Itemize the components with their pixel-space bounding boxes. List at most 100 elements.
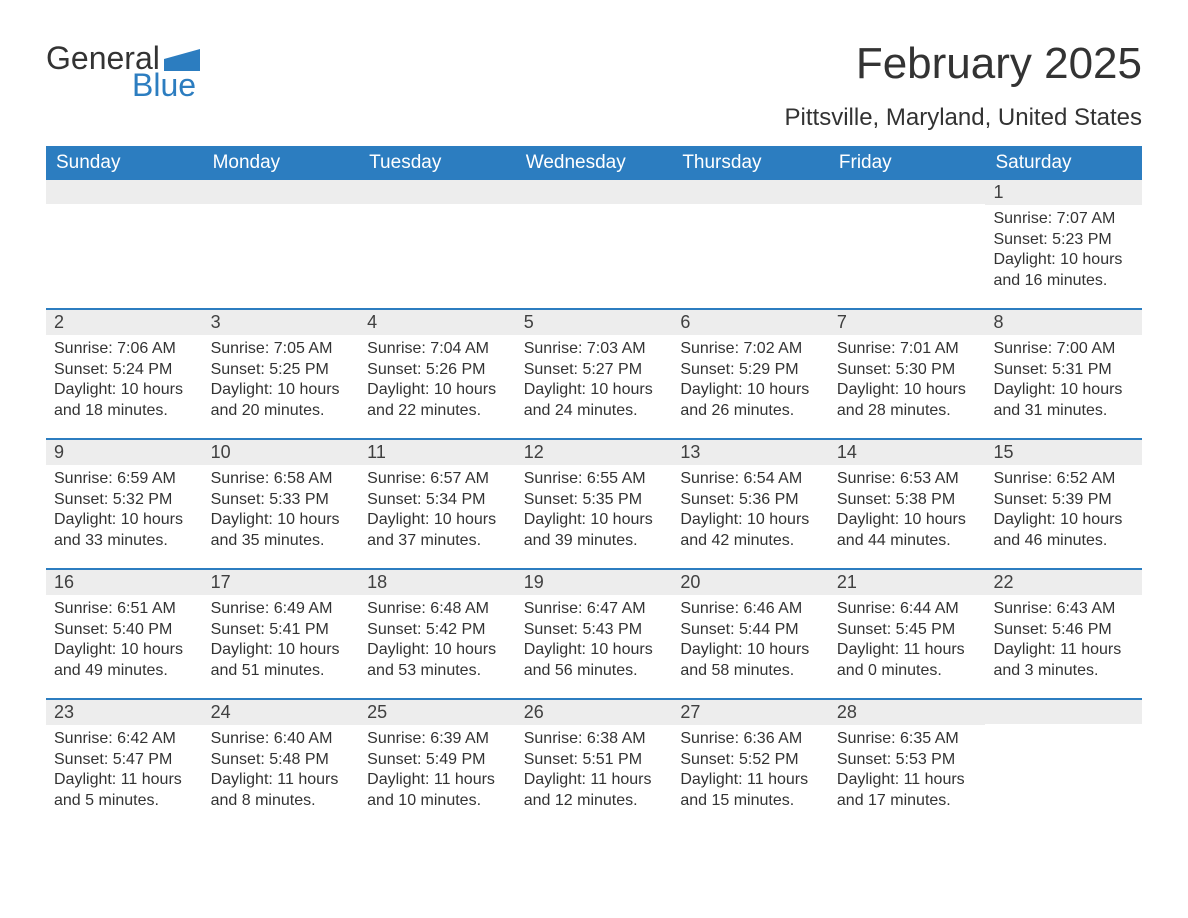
day-cell: 1Sunrise: 7:07 AMSunset: 5:23 PMDaylight… (985, 180, 1142, 308)
day-cell: 11Sunrise: 6:57 AMSunset: 5:34 PMDayligh… (359, 440, 516, 568)
sunrise-text: Sunrise: 7:04 AM (367, 339, 508, 359)
week-row: 2Sunrise: 7:06 AMSunset: 5:24 PMDaylight… (46, 308, 1142, 438)
sunset-text: Sunset: 5:33 PM (211, 490, 352, 510)
day-body: Sunrise: 6:44 AMSunset: 5:45 PMDaylight:… (829, 595, 986, 689)
weekday-header-row: Sunday Monday Tuesday Wednesday Thursday… (46, 146, 1142, 180)
day-body: Sunrise: 6:52 AMSunset: 5:39 PMDaylight:… (985, 465, 1142, 559)
sunrise-text: Sunrise: 6:51 AM (54, 599, 195, 619)
daylight-text: Daylight: 10 hours and 58 minutes. (680, 640, 821, 681)
daylight-text: Daylight: 10 hours and 46 minutes. (993, 510, 1134, 551)
day-body (829, 204, 986, 216)
logo-flag-icon (164, 42, 200, 79)
sunset-text: Sunset: 5:49 PM (367, 750, 508, 770)
day-body: Sunrise: 6:46 AMSunset: 5:44 PMDaylight:… (672, 595, 829, 689)
sunset-text: Sunset: 5:41 PM (211, 620, 352, 640)
day-number: 1 (985, 180, 1142, 205)
daylight-text: Daylight: 10 hours and 44 minutes. (837, 510, 978, 551)
daylight-text: Daylight: 11 hours and 15 minutes. (680, 770, 821, 811)
sunrise-text: Sunrise: 7:05 AM (211, 339, 352, 359)
weekday-thursday: Thursday (672, 146, 829, 180)
day-cell: 9Sunrise: 6:59 AMSunset: 5:32 PMDaylight… (46, 440, 203, 568)
sunrise-text: Sunrise: 6:57 AM (367, 469, 508, 489)
day-cell: 22Sunrise: 6:43 AMSunset: 5:46 PMDayligh… (985, 570, 1142, 698)
daylight-text: Daylight: 11 hours and 8 minutes. (211, 770, 352, 811)
day-number: 23 (46, 700, 203, 725)
day-cell: 10Sunrise: 6:58 AMSunset: 5:33 PMDayligh… (203, 440, 360, 568)
daylight-text: Daylight: 11 hours and 17 minutes. (837, 770, 978, 811)
logo-line1-wrap: General (46, 40, 200, 77)
day-body: Sunrise: 6:54 AMSunset: 5:36 PMDaylight:… (672, 465, 829, 559)
day-cell: 25Sunrise: 6:39 AMSunset: 5:49 PMDayligh… (359, 700, 516, 828)
sunset-text: Sunset: 5:25 PM (211, 360, 352, 380)
daylight-text: Daylight: 10 hours and 31 minutes. (993, 380, 1134, 421)
day-number: 7 (829, 310, 986, 335)
sunrise-text: Sunrise: 7:03 AM (524, 339, 665, 359)
weekday-wednesday: Wednesday (516, 146, 673, 180)
day-body: Sunrise: 6:43 AMSunset: 5:46 PMDaylight:… (985, 595, 1142, 689)
day-cell: 14Sunrise: 6:53 AMSunset: 5:38 PMDayligh… (829, 440, 986, 568)
location: Pittsville, Maryland, United States (785, 104, 1142, 132)
sunrise-text: Sunrise: 6:53 AM (837, 469, 978, 489)
daylight-text: Daylight: 10 hours and 51 minutes. (211, 640, 352, 681)
day-cell: 27Sunrise: 6:36 AMSunset: 5:52 PMDayligh… (672, 700, 829, 828)
day-number: 28 (829, 700, 986, 725)
day-cell (829, 180, 986, 308)
daylight-text: Daylight: 10 hours and 53 minutes. (367, 640, 508, 681)
sunrise-text: Sunrise: 6:38 AM (524, 729, 665, 749)
day-number: 14 (829, 440, 986, 465)
sunrise-text: Sunrise: 7:07 AM (993, 209, 1134, 229)
day-cell: 26Sunrise: 6:38 AMSunset: 5:51 PMDayligh… (516, 700, 673, 828)
daylight-text: Daylight: 11 hours and 0 minutes. (837, 640, 978, 681)
title-block: February 2025 Pittsville, Maryland, Unit… (785, 40, 1142, 132)
day-number: 18 (359, 570, 516, 595)
sunset-text: Sunset: 5:46 PM (993, 620, 1134, 640)
daylight-text: Daylight: 10 hours and 35 minutes. (211, 510, 352, 551)
sunset-text: Sunset: 5:35 PM (524, 490, 665, 510)
sunrise-text: Sunrise: 6:35 AM (837, 729, 978, 749)
sunset-text: Sunset: 5:31 PM (993, 360, 1134, 380)
sunset-text: Sunset: 5:34 PM (367, 490, 508, 510)
daylight-text: Daylight: 10 hours and 33 minutes. (54, 510, 195, 551)
day-number: 26 (516, 700, 673, 725)
day-body (985, 724, 1142, 736)
day-number: 8 (985, 310, 1142, 335)
sunrise-text: Sunrise: 7:00 AM (993, 339, 1134, 359)
day-cell: 15Sunrise: 6:52 AMSunset: 5:39 PMDayligh… (985, 440, 1142, 568)
sunset-text: Sunset: 5:39 PM (993, 490, 1134, 510)
day-number (359, 180, 516, 204)
day-body: Sunrise: 6:38 AMSunset: 5:51 PMDaylight:… (516, 725, 673, 819)
sunset-text: Sunset: 5:42 PM (367, 620, 508, 640)
weekday-friday: Friday (829, 146, 986, 180)
day-body (46, 204, 203, 216)
day-number: 5 (516, 310, 673, 335)
day-cell: 16Sunrise: 6:51 AMSunset: 5:40 PMDayligh… (46, 570, 203, 698)
calendar: Sunday Monday Tuesday Wednesday Thursday… (46, 146, 1142, 828)
daylight-text: Daylight: 10 hours and 39 minutes. (524, 510, 665, 551)
day-number: 12 (516, 440, 673, 465)
sunset-text: Sunset: 5:45 PM (837, 620, 978, 640)
day-number: 3 (203, 310, 360, 335)
day-cell: 21Sunrise: 6:44 AMSunset: 5:45 PMDayligh… (829, 570, 986, 698)
day-body: Sunrise: 7:00 AMSunset: 5:31 PMDaylight:… (985, 335, 1142, 429)
day-number: 25 (359, 700, 516, 725)
sunrise-text: Sunrise: 6:54 AM (680, 469, 821, 489)
header: General Blue February 2025 Pittsville, M… (46, 40, 1142, 132)
sunset-text: Sunset: 5:43 PM (524, 620, 665, 640)
daylight-text: Daylight: 10 hours and 49 minutes. (54, 640, 195, 681)
day-cell (672, 180, 829, 308)
weeks-container: 1Sunrise: 7:07 AMSunset: 5:23 PMDaylight… (46, 180, 1142, 828)
day-number (985, 700, 1142, 724)
sunrise-text: Sunrise: 6:52 AM (993, 469, 1134, 489)
daylight-text: Daylight: 10 hours and 56 minutes. (524, 640, 665, 681)
week-row: 1Sunrise: 7:07 AMSunset: 5:23 PMDaylight… (46, 180, 1142, 308)
day-number: 24 (203, 700, 360, 725)
day-cell: 4Sunrise: 7:04 AMSunset: 5:26 PMDaylight… (359, 310, 516, 438)
sunrise-text: Sunrise: 6:58 AM (211, 469, 352, 489)
day-number: 11 (359, 440, 516, 465)
daylight-text: Daylight: 10 hours and 28 minutes. (837, 380, 978, 421)
day-number (46, 180, 203, 204)
sunrise-text: Sunrise: 6:46 AM (680, 599, 821, 619)
day-body: Sunrise: 7:06 AMSunset: 5:24 PMDaylight:… (46, 335, 203, 429)
day-body: Sunrise: 6:40 AMSunset: 5:48 PMDaylight:… (203, 725, 360, 819)
weekday-saturday: Saturday (985, 146, 1142, 180)
